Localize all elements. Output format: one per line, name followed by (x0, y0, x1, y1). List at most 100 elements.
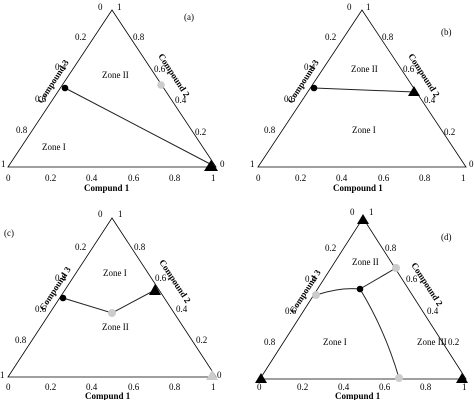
panel-a: (a) 0 1 1 0 0.2 0.4 0.6 0.8 0.2 0.4 0.6 … (1, 2, 225, 193)
corner-top-left: 0 (347, 2, 352, 12)
point-compound3-edge (59, 294, 67, 302)
right-tick: 0.4 (424, 95, 436, 105)
left-tick: 0.2 (75, 242, 86, 252)
bottom-tick: 0.4 (86, 382, 98, 392)
bottom-tick: 0.4 (86, 173, 98, 183)
bottom-tick: 0.6 (378, 173, 390, 183)
corner-bottom-left: 1 (1, 159, 6, 169)
bottom-tick: 0.8 (420, 382, 432, 392)
bottom-tick: 0.6 (128, 382, 140, 392)
bottom-tick: 0.2 (45, 382, 56, 392)
corner-top-right: 1 (366, 2, 371, 12)
point-compound3-edge (61, 84, 69, 92)
zone-label: Zone I (352, 125, 376, 135)
zone-boundary (62, 289, 156, 314)
panel-c: (c) 0 1 1 0 0.2 0.4 0.6 0.8 0.2 0.4 0.6 … (0, 209, 222, 400)
point-pure-compound1 (206, 370, 218, 380)
left-tick: 0.6 (284, 94, 296, 104)
corner-top-left: 0 (350, 207, 355, 217)
bottom-tick: 0.2 (45, 173, 56, 183)
left-tick: 0.4 (304, 62, 316, 72)
point-compound2-edge (392, 264, 400, 272)
point-compound2-edge (149, 284, 161, 295)
left-tick: 0.4 (55, 273, 67, 283)
right-tick: 0.6 (155, 273, 167, 283)
point-compound2-edge (157, 81, 165, 89)
triangle-outline (259, 217, 467, 380)
right-tick: 0.8 (385, 243, 397, 253)
left-tick: 0.8 (264, 125, 276, 135)
zone-label: Zone I (103, 268, 127, 278)
zone-label: Zone II (102, 70, 129, 80)
axis-title-right: Compound 2 (409, 261, 445, 309)
bottom-tick: 0 (6, 173, 11, 183)
bottom-tick: 0.8 (169, 173, 181, 183)
right-tick: 0.2 (448, 337, 459, 347)
corner-top-right: 1 (118, 209, 123, 219)
bottom-tick: 0.2 (297, 382, 308, 392)
axis-title-right: Compound 2 (156, 52, 192, 100)
corner-top-right: 1 (369, 207, 374, 217)
point-compound3-edge (310, 84, 318, 92)
bottom-tick: 0.8 (419, 173, 431, 183)
axis-title-bottom: Compound 1 (333, 183, 383, 193)
right-tick: 0.4 (176, 304, 188, 314)
zone-label: Zone I (323, 337, 347, 347)
corner-top-left: 0 (98, 2, 103, 12)
left-tick: 0.8 (264, 337, 276, 347)
bottom-tick: 0.4 (338, 382, 350, 392)
axis-title-bottom: Compund 1 (85, 391, 131, 400)
left-tick: 0.8 (16, 125, 28, 135)
panel-tag: (d) (441, 232, 452, 242)
right-tick: 0.6 (406, 274, 418, 284)
left-tick: 0.4 (55, 62, 67, 72)
zone-boundary (64, 87, 215, 167)
point-compound1-edge (395, 374, 403, 382)
point-pure-compound2 (357, 214, 369, 224)
zone-boundary (359, 267, 397, 290)
corner-bottom-right: 0 (469, 159, 474, 169)
bottom-tick: 0.2 (295, 173, 306, 183)
right-tick: 0.6 (154, 64, 166, 74)
right-tick: 0.2 (195, 127, 206, 137)
bottom-tick: 1 (461, 173, 466, 183)
zone-boundary (313, 87, 415, 93)
zone-label: Zone II (102, 322, 129, 332)
point-junction (356, 285, 364, 293)
axis-title-bottom: Compund 1 (335, 391, 381, 400)
left-tick: 0.2 (325, 32, 336, 42)
point-compound3-edge (312, 291, 320, 299)
panel-b: (b) 0 1 1 0 0.2 0.4 0.6 0.8 0.2 0.4 0.6 … (250, 2, 474, 193)
right-tick: 0.8 (382, 32, 394, 42)
left-tick: 0.8 (15, 335, 27, 345)
right-tick: 0.6 (403, 64, 415, 74)
corner-bottom-left: 1 (0, 370, 5, 380)
corner-bottom-left: 1 (250, 159, 255, 169)
zone-label: Zone II (352, 257, 379, 267)
bottom-tick: 1 (211, 382, 216, 392)
right-tick: 0.4 (427, 306, 439, 316)
bottom-tick: 0.6 (379, 382, 391, 392)
bottom-tick: 0.6 (128, 173, 140, 183)
point-interior (108, 309, 116, 317)
point-pure-compound3 (255, 373, 267, 383)
bottom-tick: 0.8 (169, 382, 181, 392)
zone-boundary (359, 288, 400, 379)
panel-d: (d) 0 1 0.2 0.4 0.6 0.8 0.2 0.4 0.6 0.8 … (255, 207, 468, 400)
point-pure-compound1 (456, 373, 468, 383)
left-tick: 0.6 (35, 94, 47, 104)
panel-tag: (c) (4, 228, 14, 238)
zone-boundary (315, 288, 361, 296)
point-compound2-edge (408, 86, 420, 96)
triangle-outline (7, 9, 217, 168)
left-tick: 0.2 (75, 32, 86, 42)
bottom-tick: 0 (256, 173, 261, 183)
zone-label: Zone III (417, 337, 447, 347)
right-tick: 0.2 (196, 335, 207, 345)
point-pure-compound1 (204, 160, 218, 171)
bottom-tick: 0 (6, 382, 11, 392)
corner-bottom-right: 0 (220, 159, 225, 169)
corner-top-right: 1 (117, 2, 122, 12)
left-tick: 0.6 (35, 304, 47, 314)
